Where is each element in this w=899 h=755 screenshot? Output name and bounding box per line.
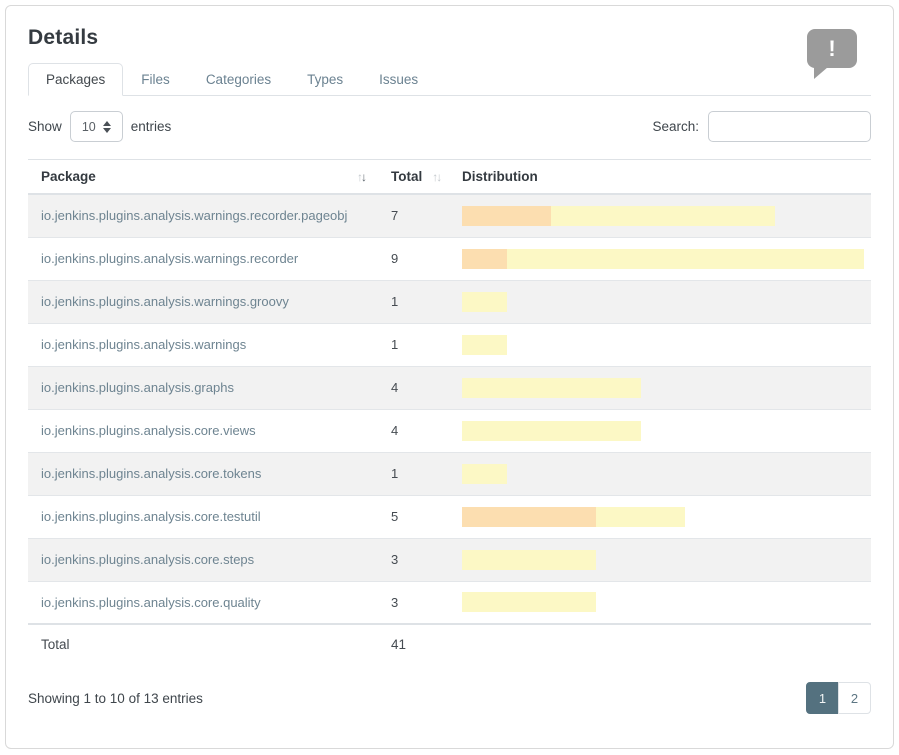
distribution-segment-normal	[596, 506, 686, 527]
search-label: Search:	[652, 119, 699, 134]
distribution-segment-normal	[506, 248, 864, 269]
page-button-1[interactable]: 1	[806, 682, 839, 714]
spinner-arrows-icon	[102, 120, 111, 133]
distribution-bar	[462, 549, 596, 570]
distribution-segment-normal	[462, 549, 596, 570]
table-footer-row: Total 41	[28, 623, 871, 664]
total-value: 1	[378, 451, 449, 495]
package-link[interactable]: io.jenkins.plugins.analysis.core.testuti…	[41, 509, 261, 524]
tab-types[interactable]: Types	[307, 72, 344, 87]
total-value: 1	[378, 279, 449, 323]
distribution-bar	[462, 377, 641, 398]
arrow-up-icon	[102, 120, 111, 126]
distribution-bar	[462, 248, 864, 269]
total-value: 3	[378, 580, 449, 624]
total-value: 7	[378, 193, 449, 237]
table-row: io.jenkins.plugins.analysis.warnings 1	[28, 322, 871, 366]
package-link[interactable]: io.jenkins.plugins.analysis.graphs	[41, 380, 234, 395]
distribution-segment-high	[462, 205, 552, 226]
sort-icon-package: ↑↓	[357, 169, 367, 184]
total-value: 1	[378, 322, 449, 366]
page-title: Details	[28, 26, 99, 49]
column-header-package[interactable]: Package ↑↓	[28, 159, 378, 195]
search-input[interactable]	[708, 111, 871, 142]
show-label: Show	[28, 119, 62, 134]
package-link[interactable]: io.jenkins.plugins.analysis.warnings.rec…	[41, 251, 299, 266]
column-header-distribution: Distribution	[449, 159, 871, 195]
tab-packages[interactable]: Packages	[28, 63, 124, 96]
arrow-down-icon	[102, 127, 111, 133]
distribution-segment-normal	[462, 420, 641, 441]
page-length-control: Show 10 entries	[28, 111, 171, 142]
distribution-segment-normal	[551, 205, 775, 226]
distribution-segment-normal	[462, 334, 507, 355]
package-link[interactable]: io.jenkins.plugins.analysis.core.views	[41, 423, 256, 438]
distribution-segment-high	[462, 506, 596, 527]
distribution-header-label: Distribution	[462, 169, 538, 184]
table-row: io.jenkins.plugins.analysis.core.testuti…	[28, 494, 871, 538]
table-row: io.jenkins.plugins.analysis.core.steps 3	[28, 537, 871, 581]
showing-entries-info: Showing 1 to 10 of 13 entries	[28, 690, 203, 706]
tab-categories[interactable]: Categories	[205, 72, 272, 87]
distribution-bar	[462, 463, 507, 484]
table-header-row: Package ↑↓ Total ↑↓ Distribution	[28, 159, 871, 195]
table-body: io.jenkins.plugins.analysis.warnings.rec…	[28, 193, 871, 624]
package-link[interactable]: io.jenkins.plugins.analysis.warnings	[41, 337, 247, 352]
total-value: 9	[378, 236, 449, 280]
package-link[interactable]: io.jenkins.plugins.analysis.core.steps	[41, 552, 255, 567]
table-row: io.jenkins.plugins.analysis.core.views 4	[28, 408, 871, 452]
package-link[interactable]: io.jenkins.plugins.analysis.warnings.gro…	[41, 294, 289, 309]
distribution-segment-normal	[462, 291, 507, 312]
distribution-bar	[462, 420, 641, 441]
package-link[interactable]: io.jenkins.plugins.analysis.core.tokens	[41, 466, 262, 481]
footer-total-value: 41	[378, 623, 449, 664]
distribution-segment-normal	[462, 592, 596, 613]
table-row: io.jenkins.plugins.analysis.core.quality…	[28, 580, 871, 624]
distribution-bar	[462, 205, 775, 226]
packages-table: Package ↑↓ Total ↑↓ Distribution	[28, 159, 871, 664]
package-link[interactable]: io.jenkins.plugins.analysis.core.quality	[41, 594, 261, 610]
table-row: io.jenkins.plugins.analysis.warnings.rec…	[28, 236, 871, 280]
distribution-bar	[462, 291, 507, 312]
search-control: Search:	[652, 111, 871, 142]
total-value: 4	[378, 408, 449, 452]
total-value: 3	[378, 537, 449, 581]
table-row: io.jenkins.plugins.analysis.core.tokens 1	[28, 451, 871, 495]
sort-icon-total: ↑↓	[432, 169, 442, 184]
distribution-bar	[462, 334, 507, 355]
distribution-segment-normal	[462, 463, 507, 484]
total-value: 5	[378, 494, 449, 538]
feedback-bubble-icon[interactable]: !	[807, 29, 857, 79]
distribution-segment-normal	[462, 377, 641, 398]
total-header-label: Total	[391, 169, 423, 184]
entries-label: entries	[130, 119, 172, 134]
page-length-select[interactable]: 10	[69, 111, 123, 142]
package-header-label: Package	[41, 169, 96, 184]
tab-issues[interactable]: Issues	[379, 72, 419, 87]
table-row: io.jenkins.plugins.analysis.warnings.gro…	[28, 279, 871, 323]
exclamation-icon: !	[828, 35, 836, 61]
distribution-bar	[462, 506, 686, 527]
footer-total-label: Total	[28, 623, 378, 664]
page-button-2[interactable]: 2	[838, 682, 871, 714]
table-row: io.jenkins.plugins.analysis.graphs 4	[28, 365, 871, 409]
distribution-segment-high	[462, 248, 507, 269]
package-link[interactable]: io.jenkins.plugins.analysis.warnings.rec…	[41, 208, 348, 224]
tab-files[interactable]: Files	[141, 72, 170, 87]
table-row: io.jenkins.plugins.analysis.warnings.rec…	[28, 193, 871, 237]
total-value: 4	[378, 365, 449, 409]
distribution-bar	[462, 592, 596, 613]
tabs: Packages Files Categories Types Issues	[28, 63, 871, 96]
page-length-value: 10	[81, 119, 96, 134]
table-controls: Show 10 entries Search:	[28, 111, 871, 142]
column-header-total[interactable]: Total ↑↓	[378, 159, 449, 195]
details-card: Details ! Packages Files Categories Types Is…	[5, 5, 894, 749]
